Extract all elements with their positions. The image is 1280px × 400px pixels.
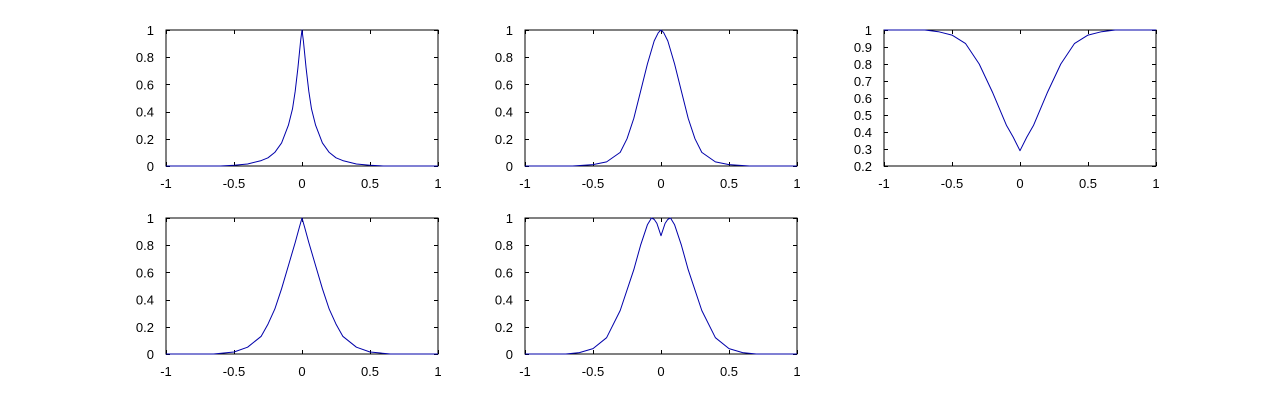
x-tick-label: 0 bbox=[657, 364, 664, 379]
y-tick-label: 1 bbox=[147, 211, 154, 226]
x-tick-label: -1 bbox=[519, 176, 531, 191]
y-tick-label: 0 bbox=[147, 347, 154, 362]
x-tick-label: 0.5 bbox=[361, 364, 379, 379]
y-tick-label: 0.9 bbox=[854, 40, 872, 55]
y-tick-label: 0 bbox=[506, 347, 513, 362]
subplot-5: -1 -0.5 0 0.5 1 0 0.2 0.4 0.6 0.8 1 bbox=[495, 211, 801, 379]
y-tick-label: 0.8 bbox=[495, 50, 513, 65]
y-tick-label: 0.6 bbox=[495, 265, 513, 280]
x-tick-label: 0 bbox=[298, 364, 305, 379]
x-tick-label: 0 bbox=[1016, 176, 1023, 191]
x-tick-label: 1 bbox=[793, 176, 800, 191]
y-tick-label: 0.4 bbox=[854, 125, 872, 140]
y-tick-label: 0.2 bbox=[136, 132, 154, 147]
subplot-1: -1 -0.5 0 0.5 1 0 0.2 0.4 0.6 0.8 1 bbox=[136, 23, 442, 191]
y-tick-label: 1 bbox=[865, 23, 872, 38]
y-tick-label: 0.2 bbox=[854, 159, 872, 174]
y-tick-label: 0.8 bbox=[854, 57, 872, 72]
x-tick-label: 1 bbox=[434, 364, 441, 379]
y-tick-label: 0.4 bbox=[495, 105, 513, 120]
y-tick-label: 1 bbox=[506, 23, 513, 38]
series-line bbox=[525, 29, 797, 167]
y-tick-label: 0.6 bbox=[495, 77, 513, 92]
plot-frame bbox=[165, 217, 439, 355]
y-tick-label: 1 bbox=[147, 23, 154, 38]
x-tick-label: 0 bbox=[298, 176, 305, 191]
x-tick-label: -1 bbox=[519, 364, 531, 379]
y-tick-label: 1 bbox=[506, 211, 513, 226]
y-tick-label: 0.2 bbox=[495, 320, 513, 335]
y-tick-label: 0.8 bbox=[136, 238, 154, 253]
x-tick-label: 1 bbox=[1152, 176, 1159, 191]
plot-frame bbox=[165, 29, 439, 167]
y-tick-label: 0.6 bbox=[854, 91, 872, 106]
subplot-3: -1 -0.5 0 0.5 1 0.2 0.3 0.4 0.5 0.6 0.7 0.8 0.9 1 bbox=[854, 23, 1160, 191]
y-tick-label: 0.8 bbox=[136, 50, 154, 65]
series-line bbox=[884, 29, 1156, 152]
y-tick-label: 0.5 bbox=[854, 108, 872, 123]
x-tick-label: -0.5 bbox=[941, 176, 963, 191]
x-tick-label: -0.5 bbox=[223, 176, 245, 191]
y-tick-label: 0.2 bbox=[495, 132, 513, 147]
x-tick-label: -0.5 bbox=[582, 364, 604, 379]
y-tick-label: 0.7 bbox=[854, 74, 872, 89]
x-tick-label: 0.5 bbox=[1079, 176, 1097, 191]
x-tick-label: 1 bbox=[793, 364, 800, 379]
plot-frame bbox=[524, 29, 798, 167]
y-tick-label: 0.6 bbox=[136, 77, 154, 92]
x-tick-label: 0 bbox=[657, 176, 664, 191]
x-tick-label: 0.5 bbox=[720, 176, 738, 191]
y-tick-label: 0.3 bbox=[854, 142, 872, 157]
subplot-4: -1 -0.5 0 0.5 1 0 0.2 0.4 0.6 0.8 1 bbox=[136, 211, 442, 379]
x-tick-label: 1 bbox=[434, 176, 441, 191]
y-tick-label: 0 bbox=[506, 159, 513, 174]
x-tick-label: 0.5 bbox=[720, 364, 738, 379]
series-line bbox=[166, 217, 438, 355]
x-tick-label: -0.5 bbox=[582, 176, 604, 191]
y-tick-label: 0 bbox=[147, 159, 154, 174]
x-tick-label: 0.5 bbox=[361, 176, 379, 191]
x-tick-label: -1 bbox=[160, 364, 172, 379]
y-tick-label: 0.4 bbox=[136, 105, 154, 120]
series-line bbox=[525, 217, 797, 355]
y-tick-label: 0.2 bbox=[136, 320, 154, 335]
y-tick-label: 0.4 bbox=[136, 293, 154, 308]
x-tick-label: -1 bbox=[878, 176, 890, 191]
plot-frame bbox=[524, 217, 798, 355]
x-tick-label: -1 bbox=[160, 176, 172, 191]
y-tick-label: 0.6 bbox=[136, 265, 154, 280]
y-tick-label: 0.8 bbox=[495, 238, 513, 253]
subplot-2: -1 -0.5 0 0.5 1 0 0.2 0.4 0.6 0.8 1 bbox=[495, 23, 801, 191]
series-line bbox=[166, 29, 438, 167]
y-tick-label: 0.4 bbox=[495, 293, 513, 308]
plot-frame bbox=[883, 29, 1157, 167]
x-tick-label: -0.5 bbox=[223, 364, 245, 379]
